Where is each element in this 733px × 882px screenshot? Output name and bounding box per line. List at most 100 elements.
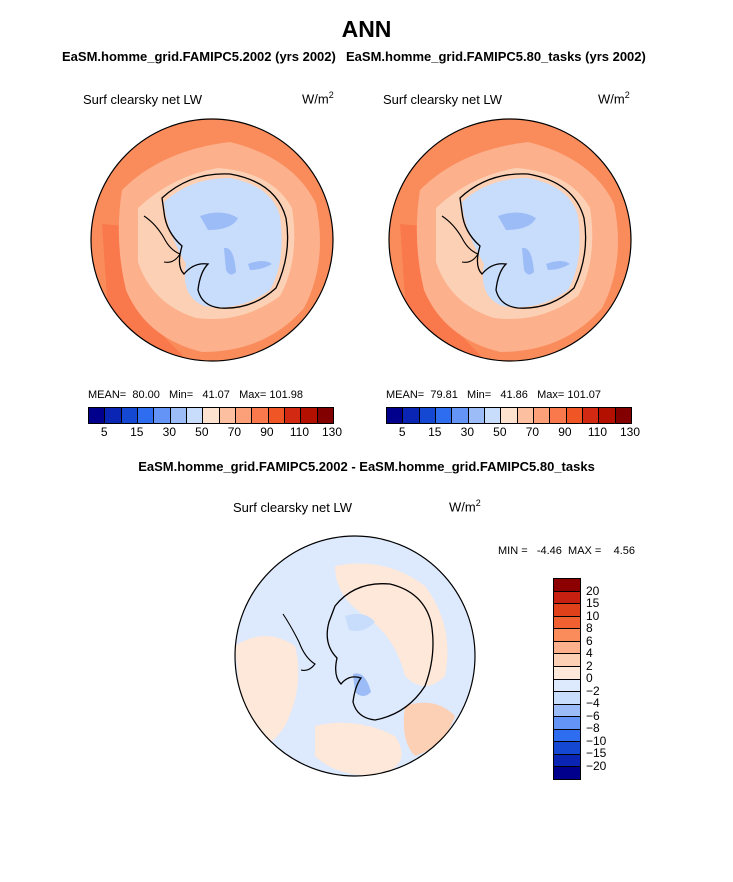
panel1-colorbar-swatch xyxy=(169,408,186,423)
panel1-colorbar-swatch xyxy=(218,408,235,423)
panel1-mean: 80.00 xyxy=(132,389,160,401)
panel1-stats: MEAN= 80.00 Min= 41.07 Max= 101.98 xyxy=(88,389,303,401)
panel1-min: 41.07 xyxy=(202,389,230,401)
panel1-colorbar-swatch xyxy=(251,408,268,423)
panel1-variable: Surf clearsky net LW xyxy=(83,92,202,107)
panel2-field-ice xyxy=(462,178,580,308)
panel2-title: EaSM.homme_grid.FAMIPC5.80_tasks (yrs 20… xyxy=(346,49,646,64)
panel1-colorbar-tick: 50 xyxy=(195,425,209,439)
panel3-colorbar-tick: 6 xyxy=(586,633,593,648)
panel3-coastline xyxy=(326,583,434,721)
panel2-colorbar-swatch xyxy=(581,408,599,423)
panel1-field-cold1 xyxy=(200,212,238,230)
panel2-map xyxy=(388,118,632,362)
panel3-colorbar-tick: −15 xyxy=(586,746,607,760)
panel2-colorbar-swatch xyxy=(598,408,615,423)
panel3-field-warm4 xyxy=(403,702,455,756)
panel1-field-cold2 xyxy=(224,247,236,275)
panel2-units: W/m2 xyxy=(598,90,630,107)
panel2-colorbar-swatch xyxy=(434,408,452,423)
panel3-colorbar-tick: 15 xyxy=(586,596,600,610)
panel2-colorbar-swatch xyxy=(402,408,419,423)
panel2-frame xyxy=(388,118,632,362)
panel3-colorbar-swatch xyxy=(554,653,580,666)
panel3-colorbar-swatch xyxy=(554,728,580,742)
panel1-max-label: Max= xyxy=(239,389,267,401)
panel3-colorbar-tick: 20 xyxy=(586,583,600,598)
panel1-colorbar-swatch xyxy=(316,408,333,423)
panel1-colorbar-swatch xyxy=(267,408,284,423)
panel2-colorbar-tick: 30 xyxy=(460,425,475,439)
panel3-max-label: MAX = xyxy=(568,545,602,557)
panel3-field-cool1 xyxy=(345,614,375,631)
panel2-field-cold3 xyxy=(546,261,570,270)
panel2-colorbar-tick: 130 xyxy=(619,425,641,439)
panel3-colorbar-tick: −8 xyxy=(586,721,600,735)
panel2-colorbar-tick: 15 xyxy=(428,425,442,439)
panel3-units: W/m2 xyxy=(449,498,481,515)
panel1-colorbar-swatch xyxy=(300,408,317,423)
panel1-colorbar-tick: 70 xyxy=(227,425,242,439)
panel2-colorbar-swatch xyxy=(549,408,566,423)
panel3-colorbar-swatch xyxy=(554,753,580,767)
panel1-peninsula xyxy=(143,215,181,263)
panel3-min-label: MIN = xyxy=(498,545,528,557)
panel2-colorbar-swatch xyxy=(418,408,435,423)
panel3-colorbar-tick: 0 xyxy=(586,671,593,685)
panel3-colorbar-swatch xyxy=(554,603,580,616)
panel1-field-cold3 xyxy=(248,261,272,270)
panel3-colorbar-swatch xyxy=(554,590,580,604)
panel2-field-cold1 xyxy=(498,212,536,230)
panel3-colorbar-tick: −4 xyxy=(586,696,600,710)
panel3-colorbar xyxy=(553,578,581,780)
panel2-max-label: Max= xyxy=(537,389,565,401)
panel2-max: 101.07 xyxy=(567,389,602,401)
panel3-frame xyxy=(234,535,476,777)
panel3-colorbar-swatch xyxy=(554,640,580,654)
panel2-colorbar-tick: 70 xyxy=(525,425,540,439)
panel3-colorbar-swatch xyxy=(554,716,580,729)
panel1-colorbar-swatch xyxy=(136,408,154,423)
panel1-colorbar-swatch xyxy=(234,408,252,423)
panel2-colorbar-swatch xyxy=(500,408,517,423)
panel3-colorbar-tick: 2 xyxy=(586,658,593,673)
panel1-colorbar-swatch xyxy=(120,408,137,423)
panel2-min-label: Min= xyxy=(467,389,492,401)
panel2-colorbar-swatch xyxy=(614,408,631,423)
panel1-colorbar-tick: 130 xyxy=(321,425,343,439)
panel1-colorbar-swatch xyxy=(104,408,121,423)
panel3-min: -4.46 xyxy=(536,545,562,557)
panel1-colorbar-tick: 110 xyxy=(289,425,310,439)
panel1-min-label: Min= xyxy=(169,389,194,401)
panel3-colorbar-swatch xyxy=(554,691,580,704)
panel2-mean-label: MEAN= xyxy=(386,389,425,401)
panel2-colorbar-tick: 110 xyxy=(587,425,608,439)
panel2-colorbar-tick: 5 xyxy=(398,425,406,439)
panel1-colorbar-tick: 15 xyxy=(130,425,144,439)
panel3-colorbar-swatch xyxy=(554,628,580,641)
panel3-colorbar-tick: −10 xyxy=(586,733,607,748)
panel3-colorbar-tick: −6 xyxy=(586,708,600,723)
panel1-title: EaSM.homme_grid.FAMIPC5.2002 (yrs 2002) xyxy=(62,49,336,64)
panel1-units: W/m2 xyxy=(302,90,334,107)
panel3-colorbar-swatch xyxy=(554,579,580,591)
panel3-field-cool2 xyxy=(353,673,371,696)
panel3-colorbar-swatch xyxy=(554,615,580,629)
panel3-colorbar-tick: −2 xyxy=(586,683,600,698)
main-title: ANN xyxy=(341,16,392,42)
panel2-colorbar-swatch xyxy=(483,408,501,423)
panel3-colorbar-swatch xyxy=(554,665,580,679)
panel1-colorbar-swatch xyxy=(283,408,301,423)
panel2-colorbar-swatch xyxy=(532,408,550,423)
panel2-colorbar-swatch xyxy=(516,408,533,423)
panel1-colorbar-ticks: 5 15 30 50 70 90 110 130 xyxy=(88,425,342,441)
panel3-field-warm2 xyxy=(335,563,448,686)
panel2-variable: Surf clearsky net LW xyxy=(383,92,502,107)
panel1-mean-label: MEAN= xyxy=(88,389,127,401)
panel2-colorbar-ticks: 5 15 30 50 70 90 110 130 xyxy=(386,425,640,441)
panel3-colorbar-tick: 8 xyxy=(586,621,593,635)
panel3-colorbar-tick: 4 xyxy=(586,646,593,660)
panel2-colorbar-swatch xyxy=(451,408,468,423)
panel2-colorbar-tick: 50 xyxy=(493,425,507,439)
panel3-title: EaSM.homme_grid.FAMIPC5.2002 - EaSM.homm… xyxy=(138,459,595,474)
